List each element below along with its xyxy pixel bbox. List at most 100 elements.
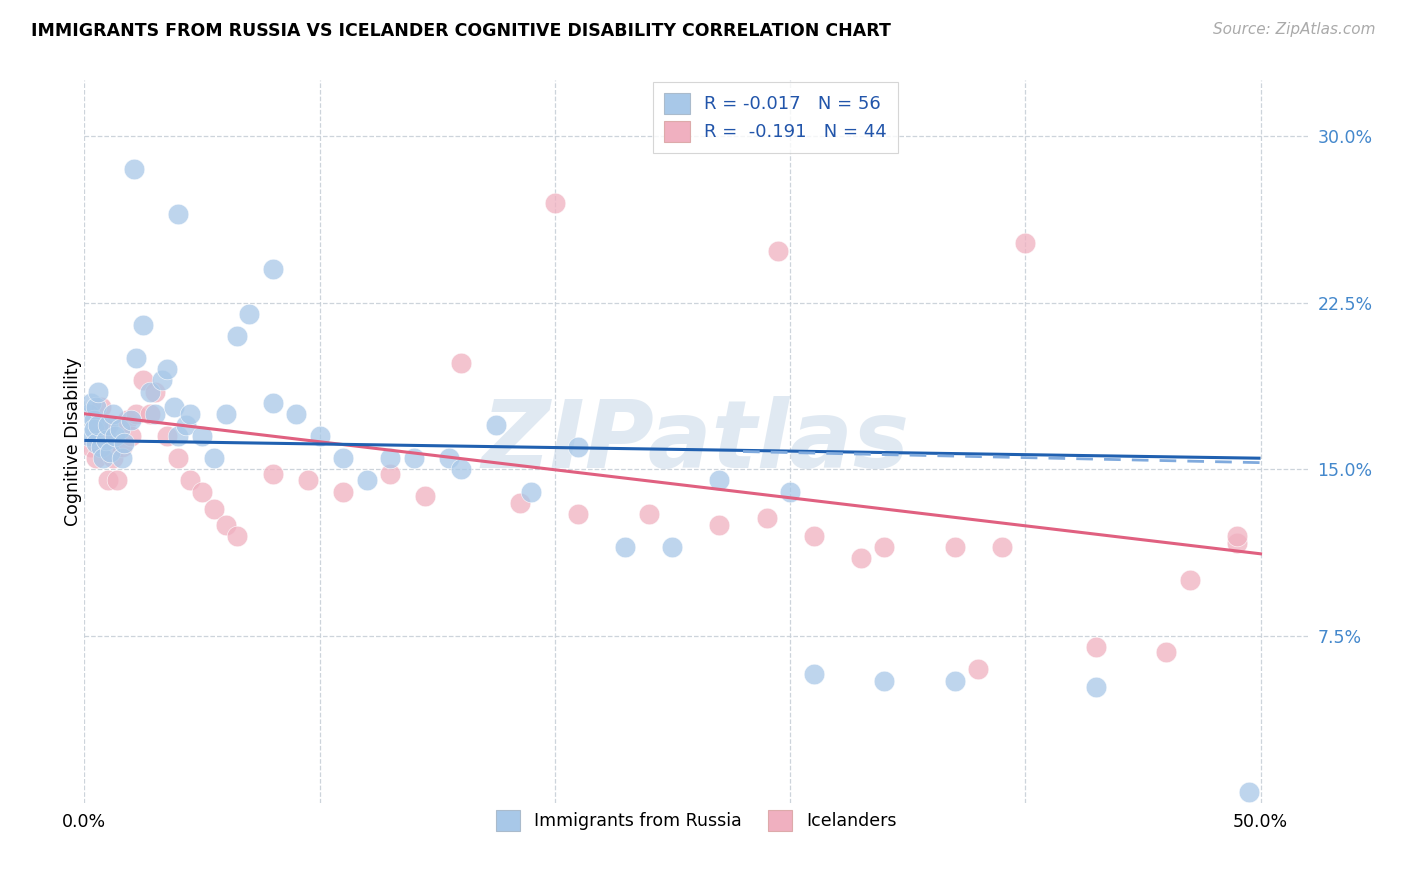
- Point: [332, 451, 354, 466]
- Point: [415, 489, 437, 503]
- Point: [191, 484, 214, 499]
- Point: [214, 517, 236, 532]
- Point: [122, 162, 145, 177]
- Point: [709, 474, 731, 488]
- Point: [614, 540, 637, 554]
- Point: [120, 413, 142, 427]
- Point: [1014, 235, 1036, 250]
- Point: [509, 496, 531, 510]
- Point: [139, 384, 162, 399]
- Point: [356, 474, 378, 488]
- Text: IMMIGRANTS FROM RUSSIA VS ICELANDER COGNITIVE DISABILITY CORRELATION CHART: IMMIGRANTS FROM RUSSIA VS ICELANDER COGN…: [31, 22, 891, 40]
- Point: [125, 407, 148, 421]
- Point: [143, 407, 166, 421]
- Point: [1084, 640, 1107, 655]
- Point: [77, 407, 100, 421]
- Point: [332, 484, 354, 499]
- Point: [380, 451, 402, 466]
- Point: [87, 417, 110, 432]
- Point: [202, 502, 225, 516]
- Point: [768, 244, 790, 259]
- Point: [873, 540, 896, 554]
- Point: [544, 195, 567, 210]
- Point: [111, 440, 134, 454]
- Point: [191, 429, 214, 443]
- Point: [83, 413, 105, 427]
- Point: [202, 451, 225, 466]
- Point: [163, 400, 186, 414]
- Point: [779, 484, 801, 499]
- Point: [1178, 574, 1201, 588]
- Point: [111, 451, 134, 466]
- Point: [150, 373, 173, 387]
- Point: [108, 422, 131, 436]
- Point: [139, 407, 162, 421]
- Point: [709, 517, 731, 532]
- Point: [638, 507, 661, 521]
- Point: [1226, 535, 1249, 549]
- Point: [125, 351, 148, 366]
- Point: [262, 262, 284, 277]
- Point: [80, 440, 103, 454]
- Point: [94, 422, 117, 436]
- Point: [238, 307, 260, 321]
- Point: [112, 435, 135, 450]
- Point: [156, 362, 179, 376]
- Point: [262, 467, 284, 481]
- Point: [91, 451, 114, 466]
- Point: [308, 429, 330, 443]
- Point: [943, 540, 966, 554]
- Point: [77, 429, 100, 443]
- Point: [167, 207, 190, 221]
- Point: [485, 417, 508, 432]
- Point: [873, 673, 896, 688]
- Point: [803, 529, 825, 543]
- Point: [437, 451, 460, 466]
- Point: [87, 384, 110, 399]
- Point: [803, 666, 825, 681]
- Point: [755, 511, 778, 525]
- Point: [450, 462, 472, 476]
- Point: [115, 413, 138, 427]
- Point: [101, 407, 124, 421]
- Point: [132, 318, 155, 332]
- Legend: Immigrants from Russia, Icelanders: Immigrants from Russia, Icelanders: [489, 804, 903, 838]
- Point: [849, 551, 872, 566]
- Point: [90, 400, 112, 414]
- Point: [402, 451, 425, 466]
- Point: [179, 407, 201, 421]
- Point: [84, 435, 107, 450]
- Point: [179, 474, 201, 488]
- Point: [1156, 645, 1178, 659]
- Point: [98, 444, 121, 458]
- Point: [80, 395, 103, 409]
- Point: [380, 467, 402, 481]
- Point: [132, 373, 155, 387]
- Point: [661, 540, 683, 554]
- Point: [214, 407, 236, 421]
- Point: [120, 429, 142, 443]
- Point: [101, 451, 124, 466]
- Point: [156, 429, 179, 443]
- Point: [1084, 680, 1107, 694]
- Point: [174, 417, 197, 432]
- Point: [226, 529, 249, 543]
- Point: [943, 673, 966, 688]
- Point: [967, 662, 990, 676]
- Point: [285, 407, 308, 421]
- Point: [262, 395, 284, 409]
- Point: [84, 451, 107, 466]
- Point: [84, 400, 107, 414]
- Point: [450, 356, 472, 370]
- Point: [226, 329, 249, 343]
- Point: [567, 440, 589, 454]
- Point: [167, 429, 190, 443]
- Y-axis label: Cognitive Disability: Cognitive Disability: [65, 357, 82, 526]
- Point: [97, 474, 120, 488]
- Point: [97, 417, 120, 432]
- Point: [83, 422, 105, 436]
- Point: [1226, 529, 1249, 543]
- Point: [104, 429, 127, 443]
- Point: [143, 384, 166, 399]
- Point: [567, 507, 589, 521]
